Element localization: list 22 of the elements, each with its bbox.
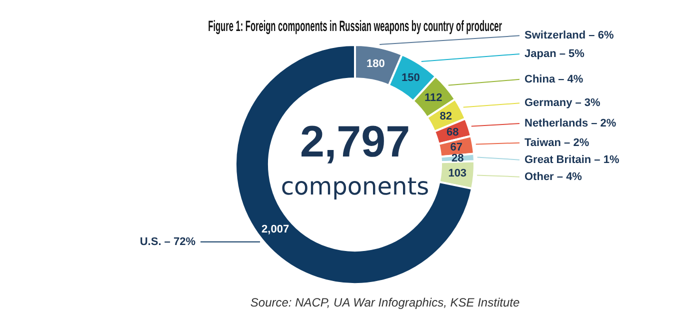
chart-title: Figure 1: Foreign components in Russian weapons by country of producer <box>208 18 502 35</box>
data-label: 150 <box>402 72 420 84</box>
slice-label: Taiwan – 2% <box>524 136 590 149</box>
data-label: 28 <box>451 152 464 164</box>
slice-label: China – 4% <box>524 73 584 86</box>
slice-label: Other – 4% <box>524 170 582 183</box>
data-label: 2,007 <box>262 223 290 236</box>
slice-label: Switzerland – 6% <box>524 30 614 42</box>
source-note: Source: NACP, UA War Infographics, KSE Institute <box>250 295 520 310</box>
slice-label: Netherlands – 2% <box>524 118 616 130</box>
slice-label: Japan – 5% <box>524 48 585 60</box>
slice-label: Germany – 3% <box>524 97 601 110</box>
data-label: 180 <box>366 58 385 70</box>
text: 2,797 <box>300 118 410 167</box>
data-label: 67 <box>450 142 462 154</box>
data-label: 112 <box>424 92 442 104</box>
data-label: 82 <box>440 110 452 123</box>
data-label: 68 <box>446 126 459 138</box>
text: components <box>280 172 430 201</box>
slice-label: Great Britain – 1% <box>524 154 620 166</box>
slice-label: U.S. – 72% <box>140 236 196 248</box>
data-label: 103 <box>448 168 467 180</box>
